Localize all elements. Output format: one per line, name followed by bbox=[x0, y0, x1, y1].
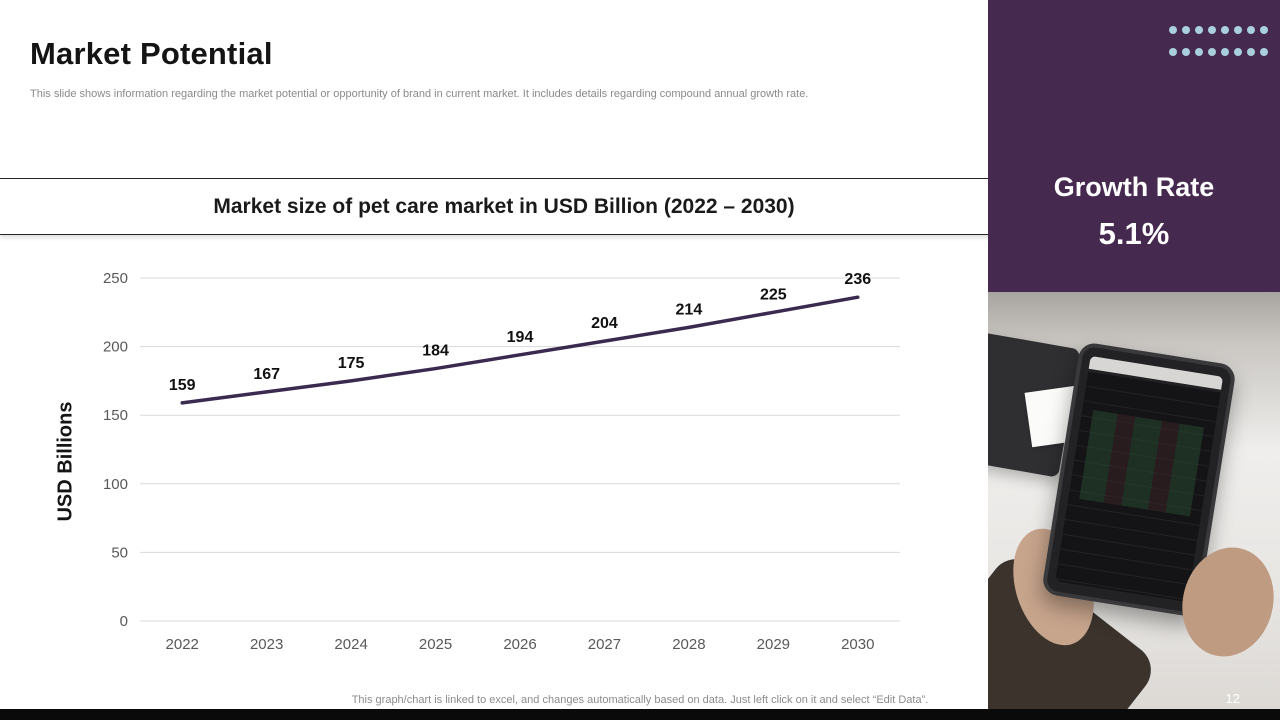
svg-text:204: 204 bbox=[591, 315, 618, 332]
dot-icon bbox=[1195, 48, 1203, 56]
svg-text:50: 50 bbox=[111, 544, 128, 561]
svg-text:2024: 2024 bbox=[334, 636, 367, 653]
dot-icon bbox=[1221, 26, 1229, 34]
svg-text:2027: 2027 bbox=[588, 636, 621, 653]
svg-text:194: 194 bbox=[507, 329, 534, 346]
svg-text:250: 250 bbox=[103, 270, 128, 287]
line-chart[interactable]: 0 50 100 150 200 250 2022 2023 2024 2025 2026 2027 2… bbox=[85, 256, 915, 656]
svg-text:2029: 2029 bbox=[757, 636, 790, 653]
dot-icon bbox=[1234, 26, 1242, 34]
dot-icon bbox=[1195, 26, 1203, 34]
svg-text:2030: 2030 bbox=[841, 636, 874, 653]
svg-text:167: 167 bbox=[253, 366, 280, 383]
svg-text:0: 0 bbox=[120, 613, 128, 630]
chart-title: Market size of pet care market in USD Bi… bbox=[213, 194, 795, 218]
growth-rate-value: 5.1% bbox=[1098, 216, 1170, 251]
svg-text:214: 214 bbox=[676, 301, 703, 318]
dot-icon bbox=[1260, 48, 1268, 56]
svg-text:2028: 2028 bbox=[672, 636, 705, 653]
tablet-chart-content bbox=[1078, 410, 1205, 517]
dot-icon bbox=[1247, 26, 1255, 34]
footer-note: This graph/chart is linked to excel, and… bbox=[351, 694, 929, 706]
svg-text:184: 184 bbox=[422, 343, 449, 360]
slide-subtitle: This slide shows information regarding t… bbox=[30, 88, 809, 100]
dot-icon bbox=[1208, 48, 1216, 56]
svg-text:175: 175 bbox=[338, 355, 365, 372]
growth-rate-label: Growth Rate bbox=[1053, 172, 1215, 202]
svg-text:150: 150 bbox=[103, 407, 128, 424]
dot-icon bbox=[1260, 26, 1268, 34]
svg-text:2025: 2025 bbox=[419, 636, 452, 653]
growth-rate-panel: Growth Rate 5.1% bbox=[988, 0, 1280, 292]
svg-text:2026: 2026 bbox=[503, 636, 536, 653]
page-number: 12 bbox=[1225, 691, 1240, 706]
dot-icon bbox=[1247, 48, 1255, 56]
svg-text:159: 159 bbox=[169, 377, 196, 394]
dots-decoration bbox=[1169, 26, 1268, 56]
dot-icon bbox=[1182, 48, 1190, 56]
y-axis-title: USD Billions bbox=[54, 401, 77, 522]
dot-icon bbox=[1182, 26, 1190, 34]
chart-title-banner: Market size of pet care market in USD Bi… bbox=[0, 178, 1009, 235]
svg-text:225: 225 bbox=[760, 286, 787, 303]
svg-text:236: 236 bbox=[844, 271, 871, 288]
dot-icon bbox=[1169, 26, 1177, 34]
dot-icon bbox=[1208, 26, 1216, 34]
bottom-bar bbox=[0, 709, 1280, 720]
dot-icon bbox=[1221, 48, 1229, 56]
svg-text:100: 100 bbox=[103, 476, 128, 493]
page-title: Market Potential bbox=[30, 36, 273, 71]
svg-text:2022: 2022 bbox=[166, 636, 199, 653]
svg-text:200: 200 bbox=[103, 339, 128, 356]
svg-text:2023: 2023 bbox=[250, 636, 283, 653]
dot-icon bbox=[1234, 48, 1242, 56]
dot-icon bbox=[1169, 48, 1177, 56]
tablet-photo bbox=[988, 292, 1280, 709]
